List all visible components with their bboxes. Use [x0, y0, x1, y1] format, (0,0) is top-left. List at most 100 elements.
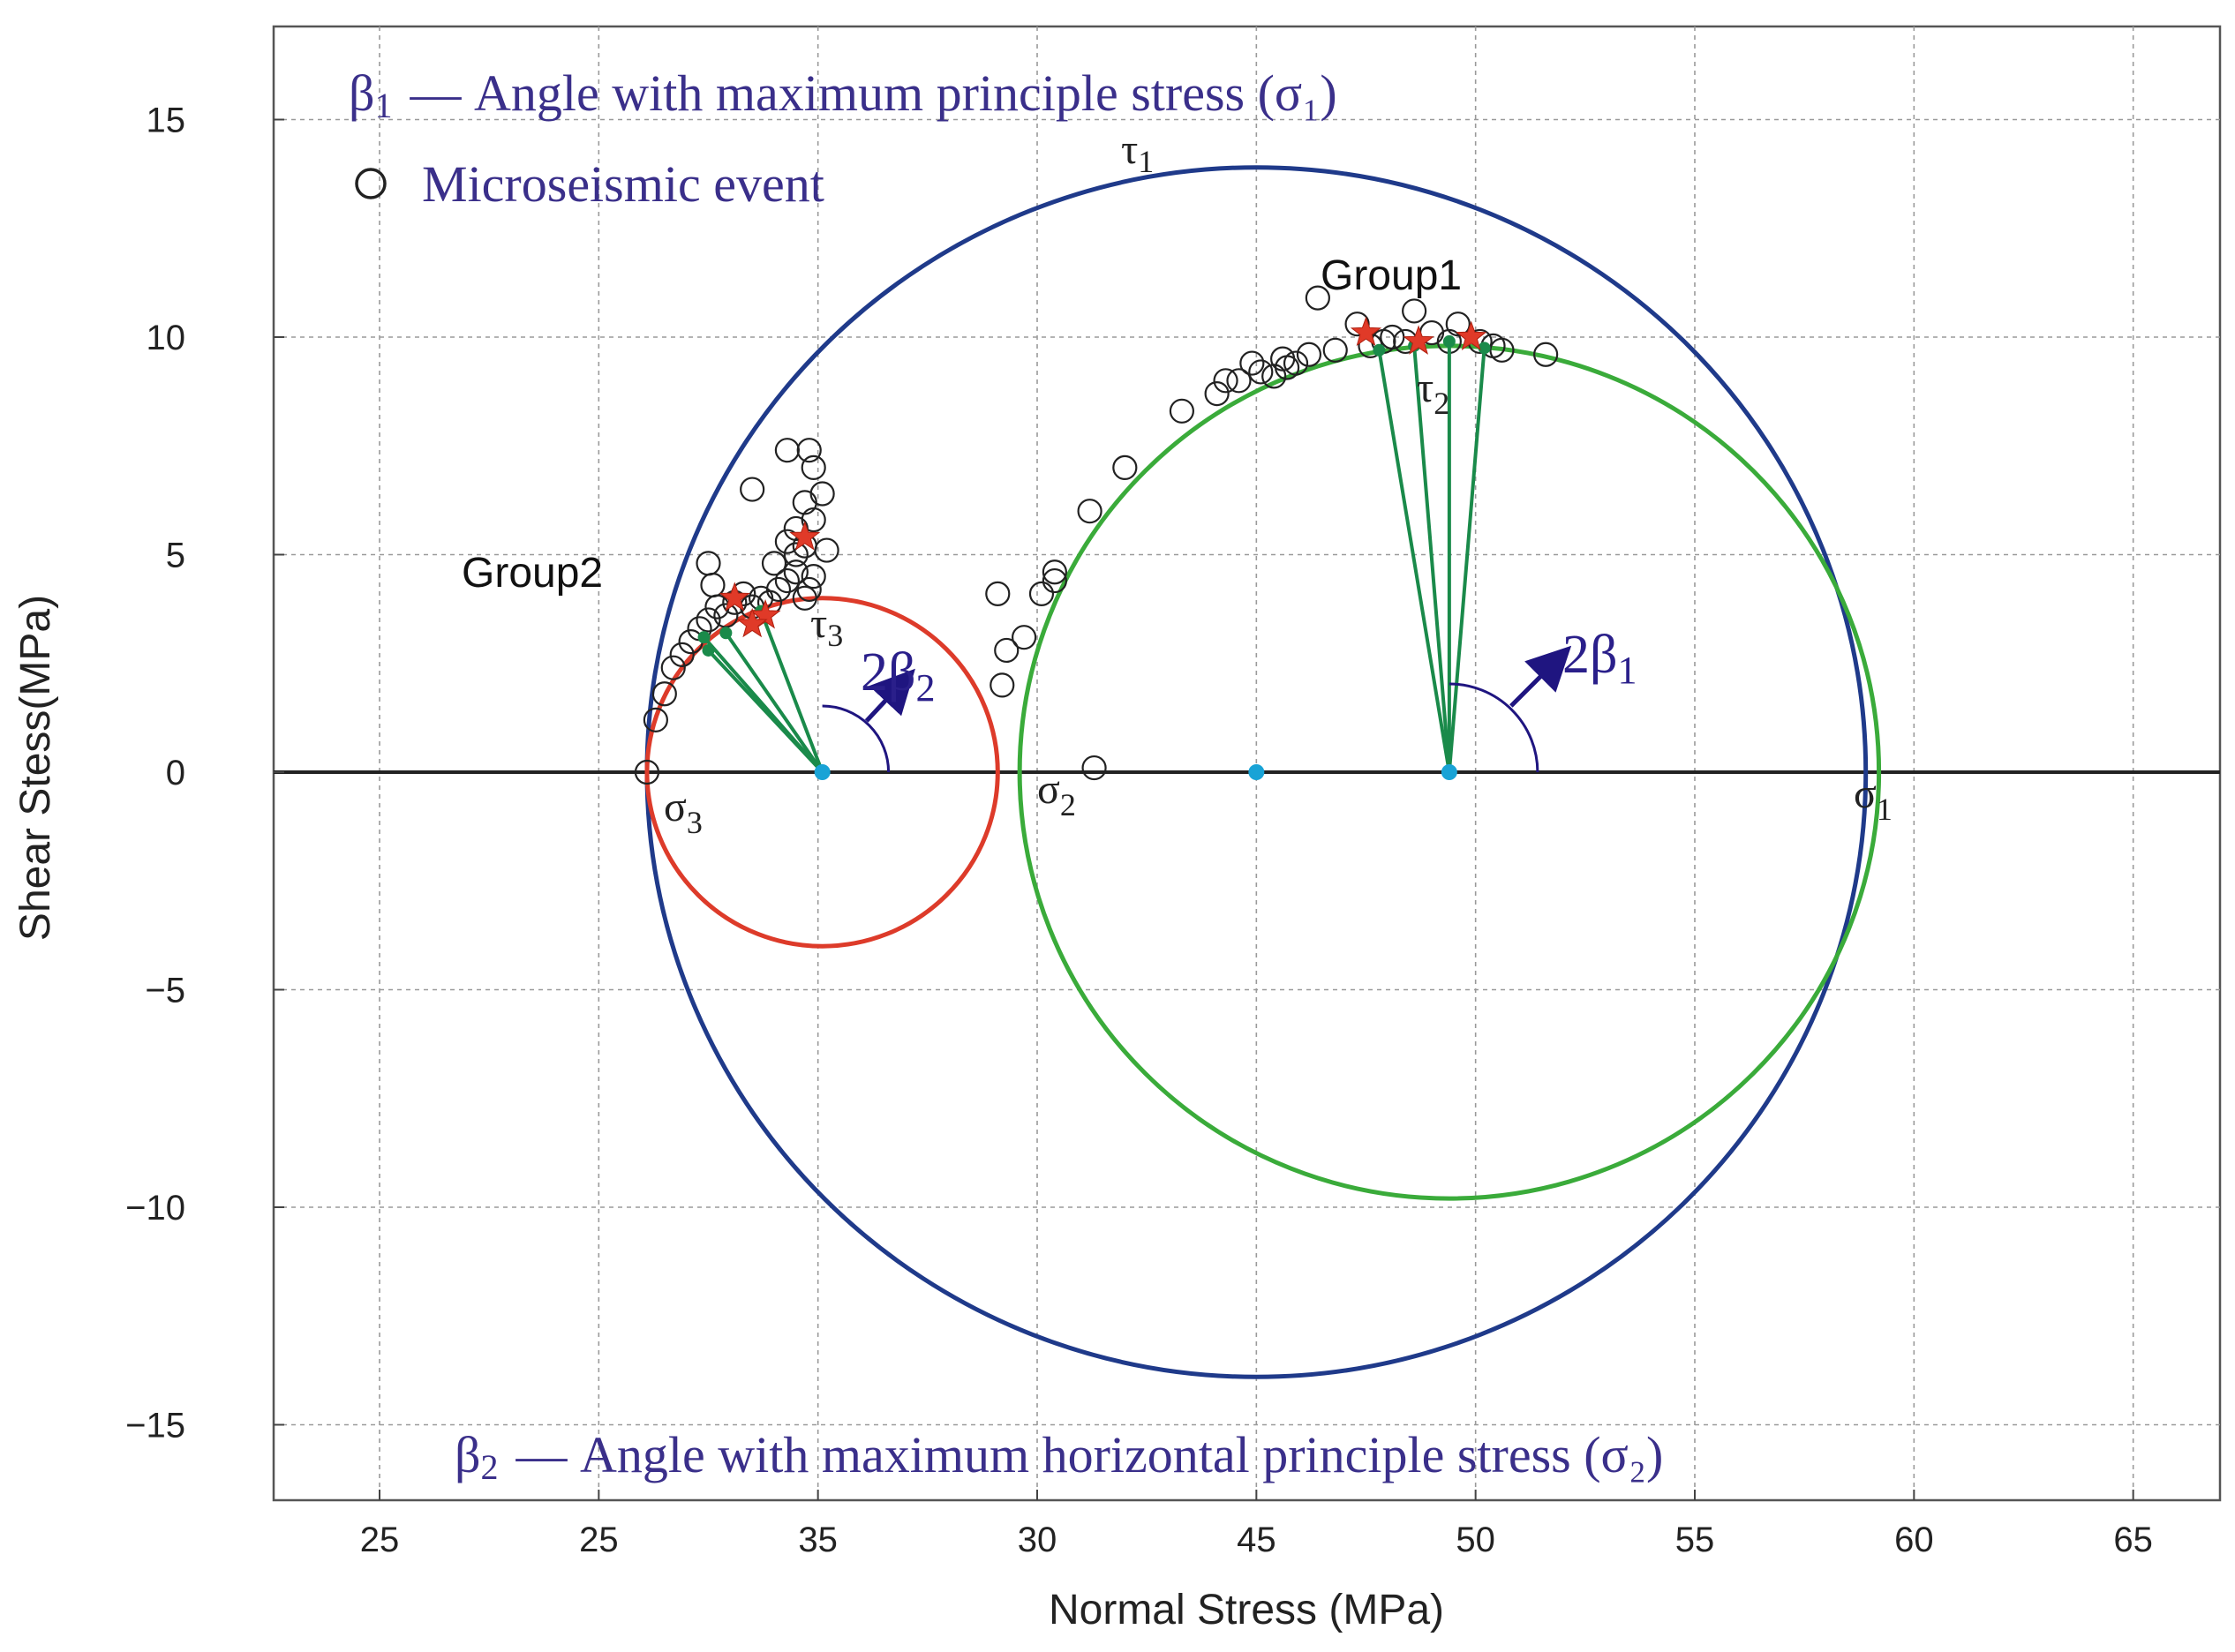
event-point-67	[1213, 368, 1238, 394]
y-tick-label-6: −15	[125, 1407, 185, 1446]
event-point-22	[761, 551, 787, 576]
event-point-66	[1533, 342, 1559, 367]
beta1-line-1	[1412, 345, 1451, 773]
x-tick-label-8: 65	[2113, 1521, 2153, 1559]
event-point-47	[1204, 380, 1230, 407]
x-axis-label: Normal Stress (MPa)	[1049, 1587, 1444, 1633]
event-point-21	[801, 564, 826, 589]
y-tick-label-4: −5	[145, 972, 185, 1010]
event-point-49	[1248, 359, 1274, 385]
beta1-line-3	[1447, 348, 1486, 773]
event-point-39	[985, 581, 1011, 606]
beta2-line-3	[759, 610, 824, 773]
center-dot-2	[1441, 764, 1457, 780]
event-point-4	[669, 642, 695, 667]
event-point-38	[994, 637, 1020, 664]
center-dot-1	[1248, 764, 1265, 780]
event-point-28	[774, 438, 801, 463]
beta2-line-2	[724, 632, 824, 774]
y-tick-label-1: 10	[147, 319, 186, 357]
event-point-13	[696, 551, 721, 576]
event-point-54	[1296, 342, 1322, 367]
x-tick-label-0: 25	[360, 1521, 400, 1559]
svg-text:β2— Angle with maximum horizo: β2 — Angle with maximum horizontal princi…	[455, 1426, 1663, 1487]
event-point-3	[660, 655, 686, 680]
event-point-60	[1402, 298, 1427, 324]
mohr-circle-3	[644, 596, 1000, 949]
legend-beta2-text: — Angle with maximum horizontal principl…	[515, 1426, 1664, 1483]
beta2-arc	[822, 704, 891, 773]
red-star-5	[1403, 325, 1434, 355]
event-point-33	[740, 477, 765, 502]
sigma2-label: σ2	[1037, 766, 1076, 822]
legend-beta1-symbol: β	[349, 64, 375, 122]
event-point-1	[643, 707, 669, 732]
red-star-4	[1350, 316, 1382, 346]
red-star-markers	[719, 316, 1487, 638]
x-tick-label-7: 60	[1894, 1521, 1934, 1559]
event-point-63	[1445, 312, 1471, 337]
beta2-line-end-2	[719, 627, 733, 640]
x-axis-ticks: 25 25 35 30 45 50 55 60 65	[360, 1490, 2153, 1559]
legend-event-text: Microseismic event	[422, 155, 824, 213]
legend-event-marker	[355, 168, 387, 199]
event-point-40	[1011, 625, 1037, 650]
red-star-1	[749, 599, 781, 629]
beta2-angle-label: 2β2	[861, 642, 936, 710]
x-tick-label-1: 25	[579, 1521, 619, 1559]
beta2-line-end-0	[697, 631, 711, 644]
legend-beta2: β2 — Angle with maximum horizontal princi…	[455, 1426, 1663, 1487]
svg-text:β1— Angle with maximum princi: β1 — Angle with maximum principle stress …	[349, 64, 1337, 125]
event-point-29	[796, 438, 822, 463]
sigma3-label: σ3	[664, 784, 703, 840]
event-point-42	[1042, 559, 1067, 585]
grid-lines	[274, 26, 2220, 1500]
event-point-48	[1226, 368, 1252, 394]
red-star-2	[736, 607, 768, 638]
event-point-35	[796, 576, 822, 603]
event-point-44	[1077, 499, 1102, 524]
event-point-19	[783, 559, 809, 585]
circle-centers	[814, 764, 1457, 780]
beta1-line-end-2	[1442, 334, 1456, 348]
group2-label: Group2	[462, 550, 603, 597]
y-tick-label-0: 15	[147, 101, 186, 140]
beta2-line-1	[707, 649, 824, 774]
event-point-43	[1042, 567, 1067, 594]
legend-beta2-symbol: β	[455, 1426, 481, 1483]
beta1-line-0	[1377, 349, 1451, 773]
y-axis-ticks: 15 10 5 0 −5 −10 −15	[125, 101, 284, 1446]
event-point-17	[765, 576, 792, 603]
tau2-label: τ2	[1417, 364, 1449, 421]
beta1-line-end-3	[1478, 342, 1491, 355]
beta1-arrow	[1509, 645, 1572, 708]
beta2-line-end-1	[702, 643, 715, 657]
red-star-0	[719, 582, 750, 612]
event-point-34	[783, 542, 809, 567]
x-tick-label-5: 50	[1456, 1521, 1495, 1559]
sigma1-label: σ1	[1854, 770, 1893, 827]
x-tick-label-4: 45	[1237, 1521, 1276, 1559]
beta1-line-end-0	[1373, 343, 1386, 357]
y-tick-label-5: −10	[125, 1189, 185, 1228]
event-point-36	[1081, 755, 1107, 781]
tau1-label: τ1	[1121, 126, 1154, 179]
event-point-27	[809, 481, 835, 507]
event-point-30	[801, 454, 826, 481]
beta1-angle-label: 2β1	[1562, 625, 1637, 692]
event-point-46	[1169, 398, 1195, 424]
event-point-0	[634, 759, 660, 785]
legend-beta2-sub: 2	[481, 1447, 499, 1487]
event-point-56	[1322, 337, 1348, 363]
event-point-2	[651, 681, 677, 707]
legend-beta1-sub: 1	[375, 86, 393, 125]
event-point-26	[801, 507, 826, 533]
x-tick-label-2: 35	[798, 1521, 838, 1559]
x-tick-label-3: 30	[1018, 1521, 1057, 1559]
center-dot-0	[814, 764, 831, 780]
y-tick-label-2: 5	[166, 537, 185, 575]
y-axis-label: Shear Stess(MPa)	[12, 595, 59, 941]
beta2-arrow	[864, 668, 915, 723]
y-tick-label-3: 0	[166, 754, 185, 792]
